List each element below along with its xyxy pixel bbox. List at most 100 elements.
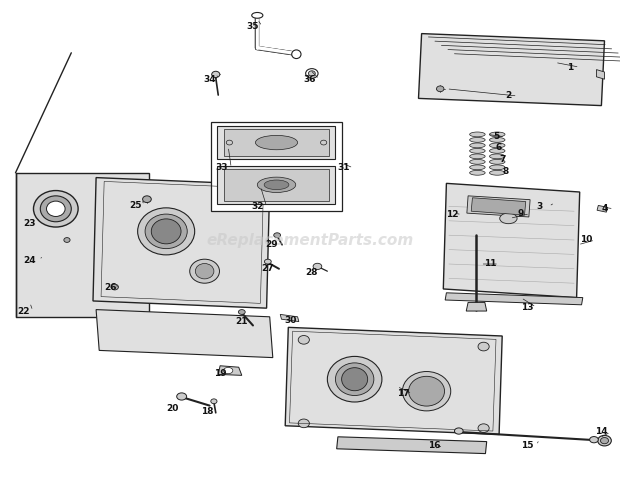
Text: 2: 2: [505, 92, 511, 100]
Polygon shape: [93, 178, 270, 308]
Text: 26: 26: [104, 284, 117, 292]
Text: 18: 18: [202, 408, 214, 416]
Polygon shape: [224, 169, 329, 201]
Text: 16: 16: [428, 441, 440, 450]
Ellipse shape: [335, 363, 374, 396]
Text: 7: 7: [499, 155, 505, 164]
Ellipse shape: [111, 284, 118, 290]
Text: 34: 34: [203, 75, 216, 84]
Polygon shape: [96, 310, 273, 358]
Ellipse shape: [238, 310, 246, 314]
Ellipse shape: [252, 12, 263, 18]
Ellipse shape: [143, 196, 151, 203]
Text: 28: 28: [305, 268, 317, 277]
Polygon shape: [337, 437, 487, 454]
Polygon shape: [471, 198, 526, 215]
Ellipse shape: [590, 437, 598, 443]
Ellipse shape: [177, 393, 187, 400]
Ellipse shape: [490, 165, 505, 170]
Polygon shape: [418, 34, 604, 106]
Text: 1: 1: [567, 63, 574, 72]
Ellipse shape: [313, 263, 322, 270]
Text: 17: 17: [397, 389, 409, 398]
Polygon shape: [211, 122, 342, 211]
Polygon shape: [466, 302, 487, 311]
Ellipse shape: [436, 86, 444, 92]
Ellipse shape: [226, 140, 232, 145]
Polygon shape: [443, 183, 580, 298]
Ellipse shape: [321, 140, 327, 145]
Text: 33: 33: [216, 164, 228, 172]
Text: 10: 10: [580, 236, 592, 244]
Ellipse shape: [327, 356, 382, 402]
Polygon shape: [280, 314, 299, 322]
Text: 11: 11: [484, 260, 496, 268]
Text: 19: 19: [214, 369, 226, 378]
Text: 25: 25: [129, 201, 141, 210]
Ellipse shape: [273, 233, 280, 238]
Ellipse shape: [264, 180, 289, 190]
Ellipse shape: [138, 208, 195, 255]
Ellipse shape: [223, 368, 233, 373]
Polygon shape: [445, 293, 583, 305]
Ellipse shape: [470, 159, 485, 164]
Ellipse shape: [470, 165, 485, 170]
Ellipse shape: [298, 336, 309, 344]
Text: 12: 12: [446, 210, 459, 219]
Text: 3: 3: [536, 202, 542, 211]
Ellipse shape: [309, 71, 316, 76]
Text: 30: 30: [284, 316, 296, 325]
Ellipse shape: [490, 154, 505, 159]
Polygon shape: [217, 166, 335, 204]
Ellipse shape: [342, 368, 368, 391]
Text: 21: 21: [236, 317, 248, 326]
Ellipse shape: [298, 419, 309, 428]
Ellipse shape: [470, 137, 485, 142]
Text: 6: 6: [496, 144, 502, 152]
Ellipse shape: [257, 177, 296, 192]
Polygon shape: [217, 126, 335, 159]
Ellipse shape: [470, 170, 485, 175]
Text: 20: 20: [166, 405, 179, 413]
Polygon shape: [596, 70, 604, 79]
Ellipse shape: [292, 50, 301, 59]
Text: 8: 8: [502, 167, 508, 176]
Ellipse shape: [470, 132, 485, 137]
Text: 27: 27: [262, 264, 274, 273]
Polygon shape: [285, 327, 502, 434]
Ellipse shape: [478, 342, 489, 351]
Ellipse shape: [470, 148, 485, 153]
Ellipse shape: [490, 143, 505, 148]
Polygon shape: [218, 366, 242, 375]
Ellipse shape: [500, 213, 517, 224]
Ellipse shape: [478, 424, 489, 432]
Polygon shape: [16, 173, 149, 317]
Text: 24: 24: [24, 256, 36, 264]
Ellipse shape: [409, 376, 445, 406]
Text: 36: 36: [304, 75, 316, 84]
Text: 23: 23: [24, 219, 36, 228]
Text: 5: 5: [493, 132, 499, 141]
Text: 15: 15: [521, 441, 533, 450]
Ellipse shape: [490, 170, 505, 175]
Ellipse shape: [470, 154, 485, 159]
Polygon shape: [467, 196, 530, 217]
Ellipse shape: [151, 219, 181, 244]
Ellipse shape: [145, 214, 187, 249]
Polygon shape: [538, 202, 555, 210]
Ellipse shape: [211, 72, 219, 78]
Polygon shape: [224, 129, 329, 156]
Ellipse shape: [470, 143, 485, 148]
Text: 35: 35: [247, 22, 259, 31]
Ellipse shape: [33, 191, 78, 227]
Ellipse shape: [64, 238, 70, 242]
Ellipse shape: [490, 132, 505, 137]
Ellipse shape: [454, 428, 463, 434]
Text: 29: 29: [265, 240, 278, 249]
Ellipse shape: [264, 259, 272, 264]
Ellipse shape: [600, 438, 608, 444]
Ellipse shape: [46, 201, 65, 216]
Ellipse shape: [402, 372, 451, 411]
Text: 13: 13: [521, 303, 533, 312]
Text: 32: 32: [251, 202, 264, 211]
